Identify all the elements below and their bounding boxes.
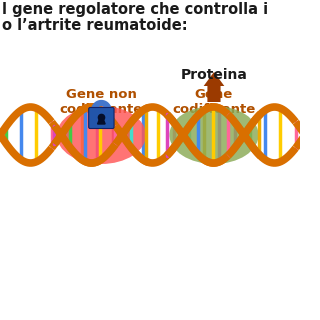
Text: Gene
codificante: Gene codificante <box>172 88 256 116</box>
FancyBboxPatch shape <box>89 108 114 129</box>
Ellipse shape <box>169 106 259 164</box>
FancyArrow shape <box>204 72 224 102</box>
Text: Proteina: Proteina <box>180 68 247 82</box>
Ellipse shape <box>57 106 146 164</box>
Text: l gene regolatore che controlla i: l gene regolatore che controlla i <box>2 2 268 17</box>
Text: Gene non
codificante: Gene non codificante <box>60 88 143 116</box>
Text: o l’artrite reumatoide:: o l’artrite reumatoide: <box>2 18 188 33</box>
Polygon shape <box>98 119 105 124</box>
